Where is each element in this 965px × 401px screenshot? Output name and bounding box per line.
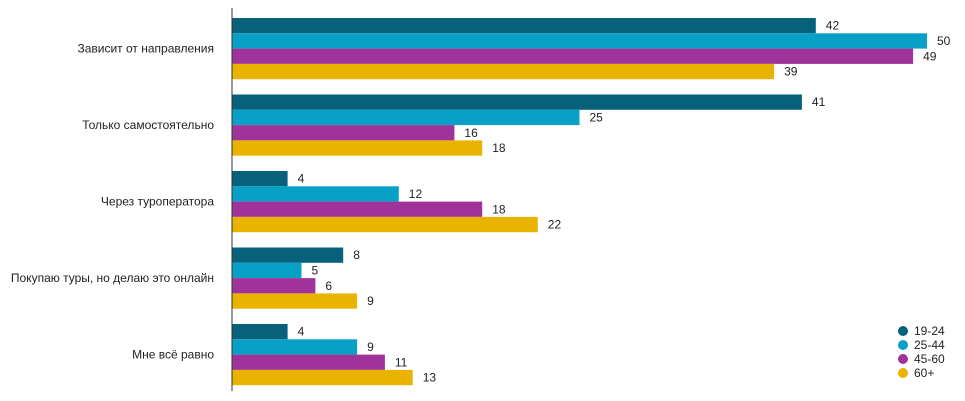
bar-19-24 [232,324,288,340]
bar-60+ [232,63,775,80]
category-label: Покупаю туры, но делаю это онлайн [11,271,214,285]
bar-19-24 [232,247,344,263]
bar-60+ [232,140,483,156]
category-label: Зависит от направления [77,42,214,56]
bar-19-24 [232,94,802,110]
data-label: 16 [464,126,478,140]
bar-25-44 [232,262,302,279]
data-label: 22 [548,218,562,232]
bar-25-44 [232,339,358,355]
bar-19-24 [232,18,816,34]
legend-label: 45-60 [914,352,945,366]
data-label: 9 [367,340,374,354]
data-label: 18 [492,141,506,155]
legend-marker-45-60 [898,354,908,364]
data-label: 12 [409,187,423,201]
data-label: 13 [423,371,437,385]
bar-45-60 [232,125,455,141]
data-label: 9 [367,294,374,308]
data-label: 39 [784,65,798,79]
data-label: 42 [826,19,840,33]
data-label: 8 [353,248,360,262]
bar-60+ [232,216,538,233]
legend-marker-19-24 [898,326,908,336]
bars [232,18,927,386]
bar-19-24 [232,171,288,187]
bar-60+ [232,369,413,386]
category-label: Только самостоятельно [82,118,214,132]
data-label: 6 [325,279,332,293]
bar-45-60 [232,201,483,217]
category-label: Мне всё равно [132,348,214,362]
category-labels: Зависит от направления Только самостоятел… [11,42,214,362]
data-label: 4 [298,325,305,339]
bar-45-60 [232,48,914,64]
data-label: 18 [492,202,506,216]
legend-marker-60+ [898,368,908,378]
legend-label: 19-24 [914,324,945,338]
data-label: 25 [590,110,604,124]
data-label: 50 [937,34,951,48]
data-label: 11 [395,355,408,369]
category-label: Через туроператора [101,195,214,209]
legend-marker-25-44 [898,340,908,350]
data-label: 41 [812,95,826,109]
legend-label: 25-44 [914,338,945,352]
bar-60+ [232,293,358,309]
data-label: 49 [923,49,937,63]
bar-25-44 [232,109,580,126]
legend-label: 60+ [914,366,934,380]
data-label: 5 [312,263,319,277]
bar-45-60 [232,354,385,370]
bar-25-44 [232,186,399,202]
data-label: 4 [298,172,305,186]
bar-45-60 [232,278,316,294]
bar-25-44 [232,33,927,49]
